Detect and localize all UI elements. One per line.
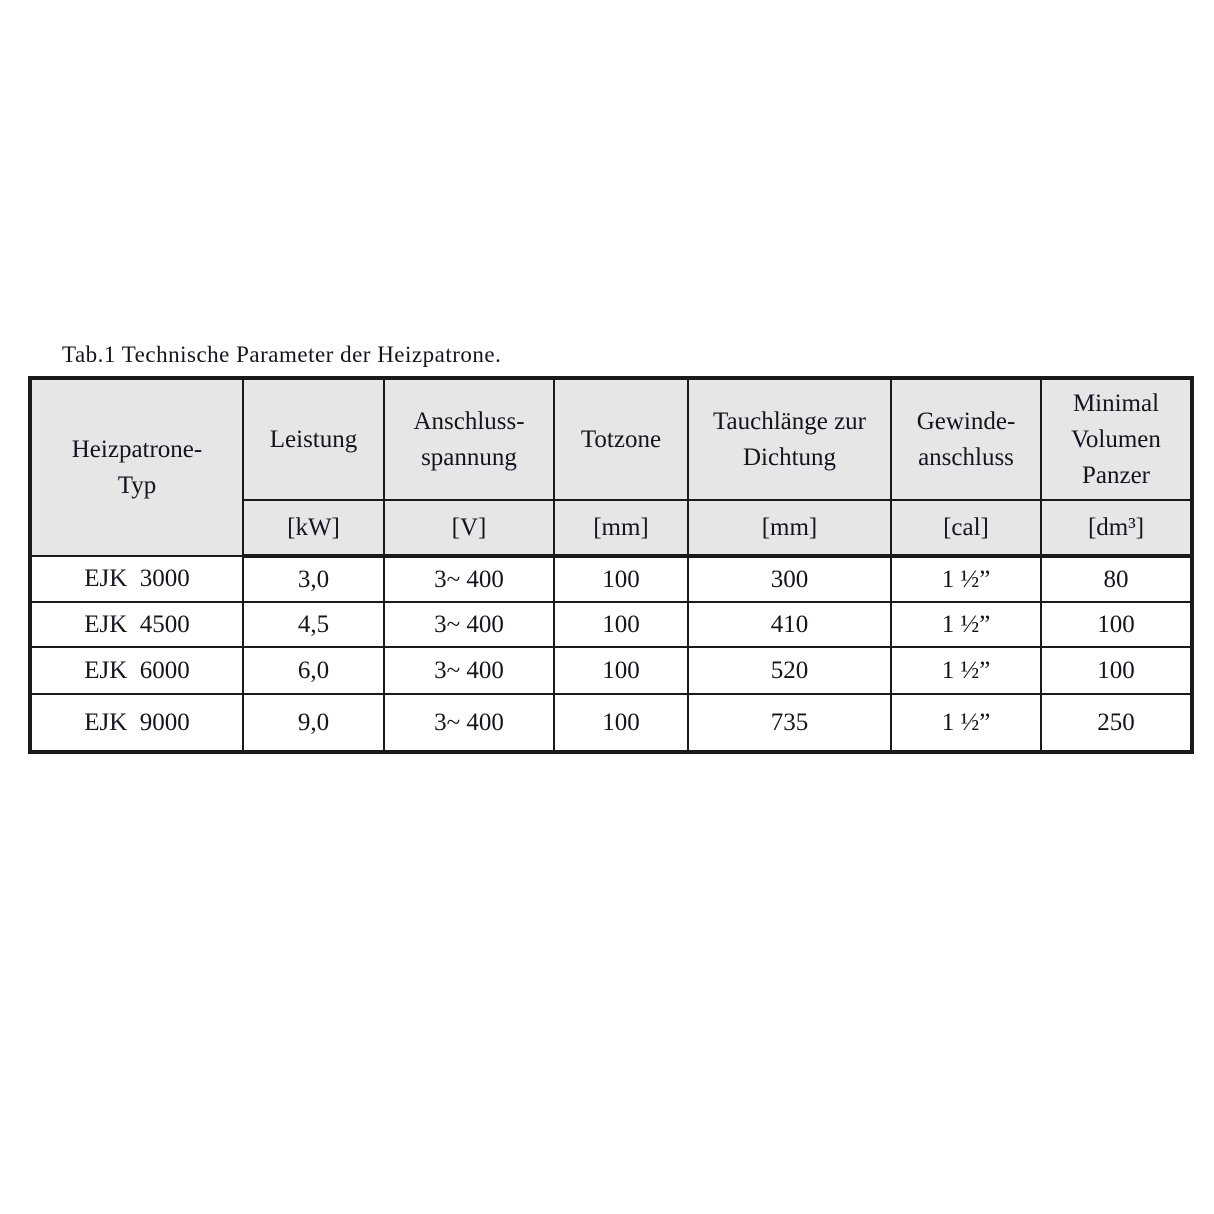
cell-volumen: 100 [1040,601,1193,648]
col-header-minimal-volumen: Minimal Volumen Panzer [1040,377,1193,501]
header-row-labels: Heizpatrone- Typ Leistung Anschluss- spa… [29,377,1193,557]
cell-spannung: 3~ 400 [383,601,555,648]
cell-gewinde: 1 ½” [890,555,1042,603]
col-header-leistung: Leistung [242,377,385,501]
cell-totzone: 100 [553,555,689,603]
header-line: Typ [117,471,157,499]
cell-leistung: 6,0 [242,646,385,695]
table-row-ejk-4500: EJK 4500 4,5 3~ 400 100 410 1 ½” 100 [29,601,1193,648]
col-header-anschlussspannung: Anschluss- spannung [383,377,555,501]
header-line: Heizpatrone- [71,435,203,463]
table-row-ejk-6000: EJK 6000 6,0 3~ 400 100 520 1 ½” 100 [29,646,1193,695]
table-row-ejk-3000: EJK 3000 3,0 3~ 400 100 300 1 ½” 80 [29,555,1193,603]
cell-gewinde: 1 ½” [890,693,1042,753]
cell-tauchlaenge: 735 [687,693,892,753]
cell-totzone: 100 [553,693,689,753]
cell-spannung: 3~ 400 [383,693,555,753]
cell-volumen: 80 [1040,555,1193,603]
unit-cell-cal: [cal] [890,499,1042,558]
col-header-tauchlaenge: Tauchlänge zur Dichtung [687,377,892,501]
unit-cell-dm3: [dm³] [1040,499,1193,558]
cell-typ: EJK 3000 [29,555,244,603]
unit-cell-mm-totzone: [mm] [553,499,689,558]
cell-totzone: 100 [553,646,689,695]
cell-typ: EJK 9000 [29,693,244,753]
cell-tauchlaenge: 410 [687,601,892,648]
unit-cell-kw: [kW] [242,499,385,558]
cell-volumen: 250 [1040,693,1193,753]
table-caption: Tab.1 Technische Parameter der Heizpatro… [62,342,502,367]
header-line: Leistung [269,425,358,453]
table-header: Heizpatrone- Typ Leistung Anschluss- spa… [29,377,1193,558]
cell-leistung: 4,5 [242,601,385,648]
header-line: Volumen [1071,425,1161,453]
cell-spannung: 3~ 400 [383,555,555,603]
cell-spannung: 3~ 400 [383,646,555,695]
cell-totzone: 100 [553,601,689,648]
cell-typ: EJK 4500 [29,601,244,648]
table-body: EJK 3000 3,0 3~ 400 100 300 1 ½” 80 EJK … [29,555,1193,753]
cell-gewinde: 1 ½” [890,601,1042,648]
unit-cell-v: [V] [383,499,555,558]
cell-tauchlaenge: 520 [687,646,892,695]
cell-leistung: 9,0 [242,693,385,753]
cell-tauchlaenge: 300 [687,555,892,603]
cell-gewinde: 1 ½” [890,646,1042,695]
col-header-gewindeanschluss: Gewinde- anschluss [890,377,1042,501]
col-header-totzone: Totzone [553,377,689,501]
unit-cell-mm-tauchlaenge: [mm] [687,499,892,558]
col-header-heizpatrone-typ: Heizpatrone- Typ [29,377,244,557]
header-line: Gewinde- [916,407,1016,435]
header-line: Minimal [1072,389,1160,417]
table-row-ejk-9000: EJK 9000 9,0 3~ 400 100 735 1 ½” 250 [29,693,1193,753]
header-row-units: [kW] [V] [mm] [mm] [cal] [dm³] [30,499,1193,558]
technical-parameters-table: Heizpatrone- Typ Leistung Anschluss- spa… [28,376,1194,754]
header-line: Totzone [580,425,662,453]
cell-typ: EJK 6000 [29,646,244,695]
cell-leistung: 3,0 [242,555,385,603]
cell-volumen: 100 [1040,646,1193,695]
header-line: Dichtung [742,443,837,471]
header-line: Tauchlänge zur [712,407,867,435]
header-line: Anschluss- [413,407,525,435]
header-line: anschluss [918,443,1014,471]
header-line: Panzer [1081,461,1151,489]
header-line: spannung [421,443,517,471]
